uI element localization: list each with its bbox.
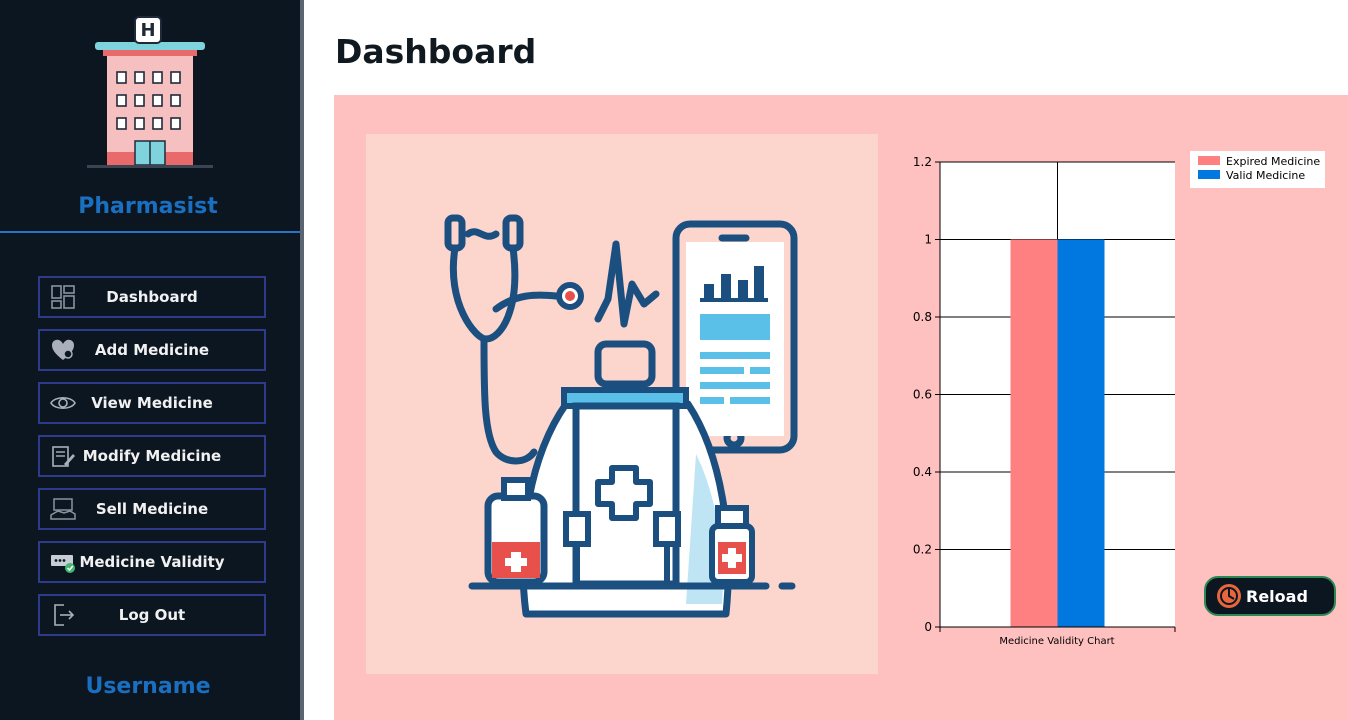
sidebar-item-add-medicine[interactable]: Add Medicine <box>38 329 266 371</box>
y-tick-label: 0.4 <box>913 465 932 479</box>
validity-check-icon <box>50 549 76 575</box>
medical-kit-illustration-icon <box>366 134 878 674</box>
logo-sign-text: H <box>140 20 155 41</box>
page-title: Dashboard <box>335 32 536 71</box>
y-tick-label: 0 <box>924 620 932 634</box>
cash-register-icon <box>50 496 76 522</box>
y-tick-label: 1 <box>924 233 932 247</box>
sidebar-item-view-medicine[interactable]: View Medicine <box>38 382 266 424</box>
sidebar-item-sell-medicine[interactable]: Sell Medicine <box>38 488 266 530</box>
username-label: Username <box>0 674 296 699</box>
sidebar-item-dashboard[interactable]: Dashboard <box>38 276 266 318</box>
sidebar-border <box>300 0 304 720</box>
reload-button[interactable]: Reload <box>1204 576 1336 616</box>
logout-icon <box>50 602 76 628</box>
sidebar-item-label: View Medicine <box>91 394 213 412</box>
sidebar-item-medicine-validity[interactable]: Medicine Validity <box>38 541 266 583</box>
dashboard-icon <box>50 284 76 310</box>
hospital-logo-icon: H <box>85 15 215 170</box>
edit-document-icon <box>50 443 76 469</box>
role-label: Pharmasist <box>0 194 296 219</box>
eye-icon <box>50 390 76 416</box>
bar-valid-medicine <box>1058 240 1105 628</box>
legend-swatch-valid <box>1198 170 1220 179</box>
sidebar-item-log-out[interactable]: Log Out <box>38 594 266 636</box>
sidebar-item-label: Modify Medicine <box>83 447 222 465</box>
bar-expired-medicine <box>1011 240 1058 628</box>
y-tick-label: 0.6 <box>913 388 932 402</box>
sidebar: H Pharmasist Dashboard Add Medicine View… <box>0 0 300 720</box>
sidebar-item-label: Dashboard <box>106 288 197 306</box>
sidebar-item-modify-medicine[interactable]: Modify Medicine <box>38 435 266 477</box>
y-tick-label: 0.2 <box>913 543 932 557</box>
chart-y-ticks: 0 0.2 0.4 0.6 0.8 1 1.2 <box>913 155 940 634</box>
legend-label-expired: Expired Medicine <box>1226 155 1320 168</box>
reload-label: Reload <box>1246 587 1308 606</box>
chart-bars <box>1011 240 1105 628</box>
sidebar-item-label: Sell Medicine <box>96 500 208 518</box>
y-tick-label: 1.2 <box>913 155 932 169</box>
sidebar-divider <box>0 231 300 233</box>
legend-label-valid: Valid Medicine <box>1226 169 1305 182</box>
legend-swatch-expired <box>1198 156 1220 165</box>
reload-icon <box>1216 583 1242 609</box>
sidebar-item-label: Add Medicine <box>95 341 209 359</box>
sidebar-item-label: Medicine Validity <box>79 553 224 571</box>
heart-pills-icon <box>50 337 76 363</box>
y-tick-label: 0.8 <box>913 310 932 324</box>
x-axis-label: Medicine Validity Chart <box>999 636 1114 647</box>
medical-illustration <box>366 134 878 674</box>
sidebar-item-label: Log Out <box>119 606 185 624</box>
